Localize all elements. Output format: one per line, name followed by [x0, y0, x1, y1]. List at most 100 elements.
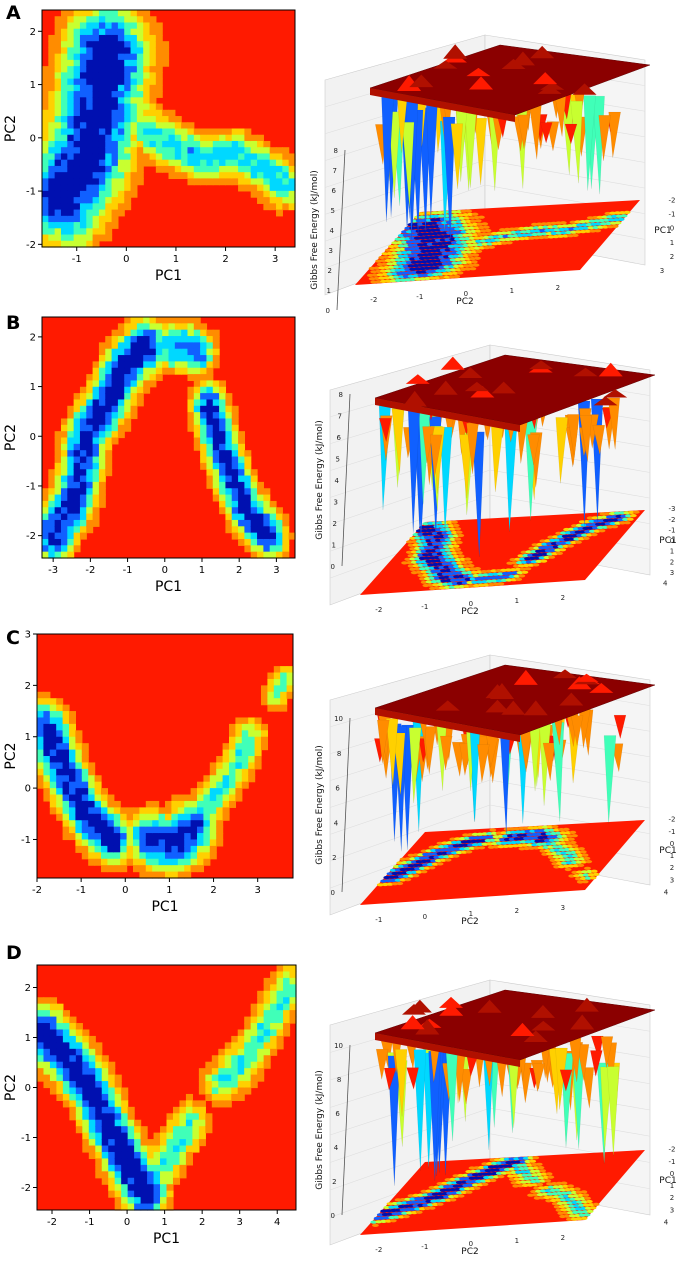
contour-cell [60, 494, 68, 502]
contour-cell [67, 412, 75, 420]
contour-cell [98, 393, 106, 401]
contour-cell [54, 462, 62, 470]
contour-cell [98, 134, 106, 142]
contour-cell [54, 431, 62, 439]
floor-cell [569, 830, 577, 835]
contour-cell [225, 134, 233, 142]
contour-cell [238, 437, 245, 445]
floor-cell [544, 1179, 552, 1183]
contour-cell [49, 717, 57, 725]
contour-cell [127, 1119, 135, 1127]
contour-cell [257, 990, 265, 998]
contour-cell [140, 1184, 148, 1192]
contour-cell [218, 1061, 226, 1069]
contour-cell [79, 500, 87, 508]
contour-cell [244, 500, 252, 508]
contour-cell [147, 1145, 155, 1153]
y-axis-label: PC2 [3, 742, 19, 769]
contour-cell [43, 1016, 51, 1024]
contour-cell [192, 1113, 200, 1121]
contour-cell [218, 1048, 226, 1056]
contour-cell [48, 222, 56, 229]
contour-cell [98, 203, 106, 211]
contour-cell [130, 16, 138, 24]
contour-cell [171, 813, 179, 821]
contour-cell [250, 538, 258, 546]
contour-cell [101, 807, 108, 815]
contour-cell [124, 424, 132, 432]
contour-cell [79, 412, 87, 420]
contour-cell [67, 424, 75, 432]
contour-cell [166, 1132, 174, 1140]
floor-cell [457, 554, 465, 558]
contour-cell [56, 768, 64, 776]
contour-cell [193, 348, 201, 356]
contour-cell [267, 678, 275, 686]
contour-cell [86, 437, 94, 445]
contour-cell [121, 1171, 129, 1179]
contour-cell [143, 28, 151, 36]
floor-cell [584, 1196, 591, 1200]
contour-cell [130, 355, 138, 362]
contour-cell [113, 833, 121, 841]
contour-cell [86, 424, 94, 432]
pc1-tick-label: 1 [670, 1182, 674, 1190]
contour-cell [92, 456, 100, 464]
contour-cell [166, 1164, 174, 1172]
y-tick-label: 2 [30, 27, 36, 38]
contour-cell [254, 717, 262, 725]
contour-cell [48, 153, 56, 161]
floor-cell [575, 540, 582, 544]
contour-cell [282, 147, 290, 155]
contour-cell [152, 845, 160, 853]
contour-cell [73, 165, 81, 173]
contour-cell [73, 128, 81, 136]
contour-cell [67, 538, 75, 546]
contour-cell [181, 140, 189, 148]
contour-cell [69, 749, 76, 757]
contour-cell [114, 1100, 122, 1108]
contour-cell [198, 1126, 206, 1134]
contour-cell [105, 234, 113, 242]
contour-cell [190, 794, 198, 802]
contour-cell [174, 336, 182, 343]
floor-cell [559, 548, 567, 552]
contour-cell [117, 140, 125, 148]
contour-cell [165, 800, 172, 808]
contour-cell [134, 1139, 142, 1147]
contour-cell [48, 128, 56, 136]
contour-cell [198, 1113, 206, 1121]
contour-cell [225, 405, 233, 413]
contour-cell [257, 159, 264, 167]
contour-cell [200, 134, 208, 142]
floor-cell [571, 233, 579, 237]
contour-cell [185, 1132, 193, 1140]
y-tick-label: -2 [21, 1183, 31, 1194]
contour-cell [174, 153, 182, 161]
contour-cell [206, 128, 214, 136]
contour-cell [79, 443, 87, 451]
contour-cell [200, 386, 208, 394]
contour-cell [225, 481, 233, 489]
contour-cell [254, 756, 262, 764]
contour-cell [165, 858, 172, 866]
contour-cell [113, 826, 121, 834]
contour-cell [113, 852, 121, 860]
pc2-tick-label: 0 [469, 600, 473, 608]
contour-cell [134, 1164, 142, 1172]
z-tick-label: 2 [333, 520, 337, 528]
floor-cell [412, 233, 420, 237]
contour-cell [235, 743, 243, 751]
contour-cell [147, 1197, 155, 1205]
contour-cell [81, 826, 89, 834]
contour-cell [155, 103, 163, 111]
contour-cell [136, 103, 144, 111]
contour-cell [237, 1087, 245, 1095]
floor-cell [478, 215, 485, 219]
contour-cell [261, 691, 268, 699]
contour-cells [42, 317, 296, 559]
contour-cell [244, 1068, 252, 1076]
contour-cell [238, 507, 245, 515]
contour-cell [212, 424, 220, 432]
